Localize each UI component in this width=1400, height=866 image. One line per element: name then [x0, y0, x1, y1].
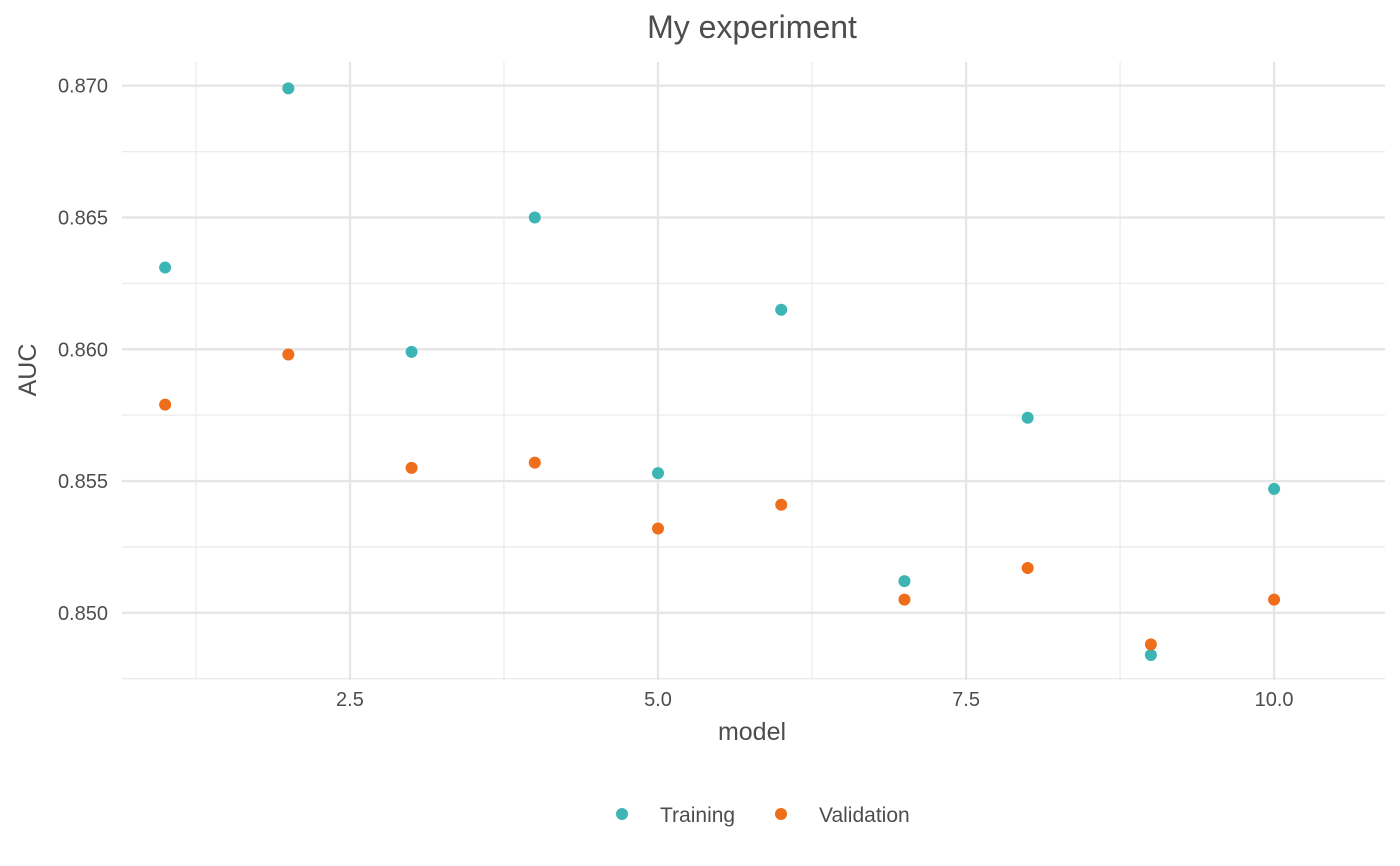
training-point — [652, 467, 665, 480]
training-point — [775, 303, 788, 316]
training-point — [898, 575, 911, 588]
validation-point — [898, 593, 911, 606]
y-tick-label: 0.865 — [58, 207, 108, 229]
validation-point — [159, 398, 172, 411]
y-axis-title: AUC — [14, 344, 42, 397]
x-tick-label: 5.0 — [644, 689, 672, 711]
validation-point — [528, 456, 541, 469]
validation-point — [1021, 561, 1034, 574]
legend-label-training: Training — [660, 804, 735, 827]
legend: Training Validation — [616, 804, 910, 827]
training-point — [282, 82, 295, 95]
validation-point — [1144, 638, 1157, 651]
chart-title: My experiment — [647, 9, 857, 45]
y-tick-label: 0.855 — [58, 471, 108, 493]
grid — [122, 62, 1385, 680]
y-axis-ticks: 0.850 0.855 0.860 0.865 0.870 — [58, 76, 108, 625]
y-tick-label: 0.870 — [58, 76, 108, 98]
validation-point — [652, 522, 665, 535]
validation-point — [775, 498, 788, 511]
x-tick-label: 7.5 — [952, 689, 980, 711]
y-tick-label: 0.850 — [58, 603, 108, 625]
validation-point — [405, 461, 418, 474]
x-tick-label: 2.5 — [336, 689, 364, 711]
validation-point — [282, 348, 295, 361]
data-points — [159, 82, 1281, 661]
training-point — [405, 345, 418, 358]
training-point — [1268, 482, 1281, 495]
training-point — [159, 261, 172, 274]
x-axis-ticks: 2.5 5.0 7.5 10.0 — [336, 689, 1294, 711]
legend-marker-validation — [775, 808, 787, 820]
training-point — [1144, 648, 1157, 661]
training-point — [1021, 411, 1034, 424]
validation-point — [1268, 593, 1281, 606]
x-tick-label: 10.0 — [1255, 689, 1294, 711]
y-tick-label: 0.860 — [58, 339, 108, 361]
training-point — [528, 211, 541, 224]
x-axis-title: model — [718, 718, 786, 746]
legend-label-validation: Validation — [819, 804, 910, 827]
legend-marker-training — [616, 808, 628, 820]
